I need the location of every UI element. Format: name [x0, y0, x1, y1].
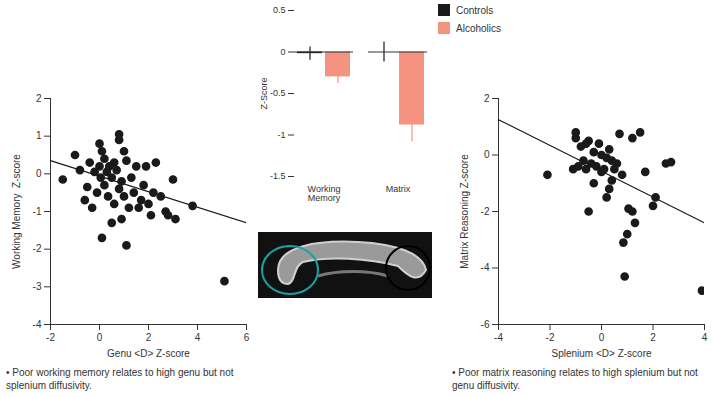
html-text:• Poor matrix reasoning relate: • Poor matrix reasoning relates to high … — [452, 367, 698, 391]
html-text:Controls: Controls — [456, 4, 494, 16]
svg-text:Matrix Reasoning Z-score: Matrix Reasoning Z-score — [459, 154, 470, 269]
svg-text:0: 0 — [484, 149, 490, 160]
svg-text:Matrix: Matrix — [386, 184, 411, 194]
svg-text:0: 0 — [280, 47, 285, 57]
svg-text:0: 0 — [97, 332, 103, 343]
svg-text:Splenium <D> Z-score: Splenium <D> Z-score — [551, 348, 651, 359]
svg-text:-2: -2 — [33, 243, 42, 254]
svg-text:2: 2 — [484, 93, 490, 104]
svg-text:4: 4 — [702, 332, 708, 343]
svg-text:2: 2 — [650, 332, 656, 343]
svg-text:-3: -3 — [33, 281, 42, 292]
svg-text:-2: -2 — [46, 332, 55, 343]
svg-text:Working Memory Z-score: Working Memory Z-score — [11, 154, 22, 269]
svg-text:-0.5: -0.5 — [270, 88, 286, 98]
svg-text:6: 6 — [244, 332, 250, 343]
svg-text:WorkingMemory: WorkingMemory — [308, 184, 341, 203]
svg-text:-4: -4 — [33, 319, 42, 330]
svg-text:1: 1 — [36, 130, 42, 141]
svg-text:-1: -1 — [277, 130, 285, 140]
svg-text:2: 2 — [36, 93, 42, 104]
svg-text:0: 0 — [36, 168, 42, 179]
svg-text:-1: -1 — [33, 206, 42, 217]
svg-text:2: 2 — [146, 332, 152, 343]
svg-text:-4: -4 — [481, 262, 490, 273]
html-text:• Poor working memory relates: • Poor working memory relates to high ge… — [6, 367, 234, 391]
svg-text:Z-Score: Z-Score — [259, 77, 269, 109]
svg-text:Genu <D> Z-score: Genu <D> Z-score — [107, 348, 190, 359]
svg-text:-2: -2 — [546, 332, 555, 343]
svg-text:-4: -4 — [494, 332, 503, 343]
svg-text:-2: -2 — [481, 206, 490, 217]
svg-text:0.5: 0.5 — [273, 5, 286, 15]
html-text:Alcoholics: Alcoholics — [456, 22, 501, 34]
svg-text:4: 4 — [195, 332, 201, 343]
svg-text:-6: -6 — [481, 319, 490, 330]
svg-text:0: 0 — [599, 332, 605, 343]
svg-text:-1.5: -1.5 — [270, 171, 286, 181]
